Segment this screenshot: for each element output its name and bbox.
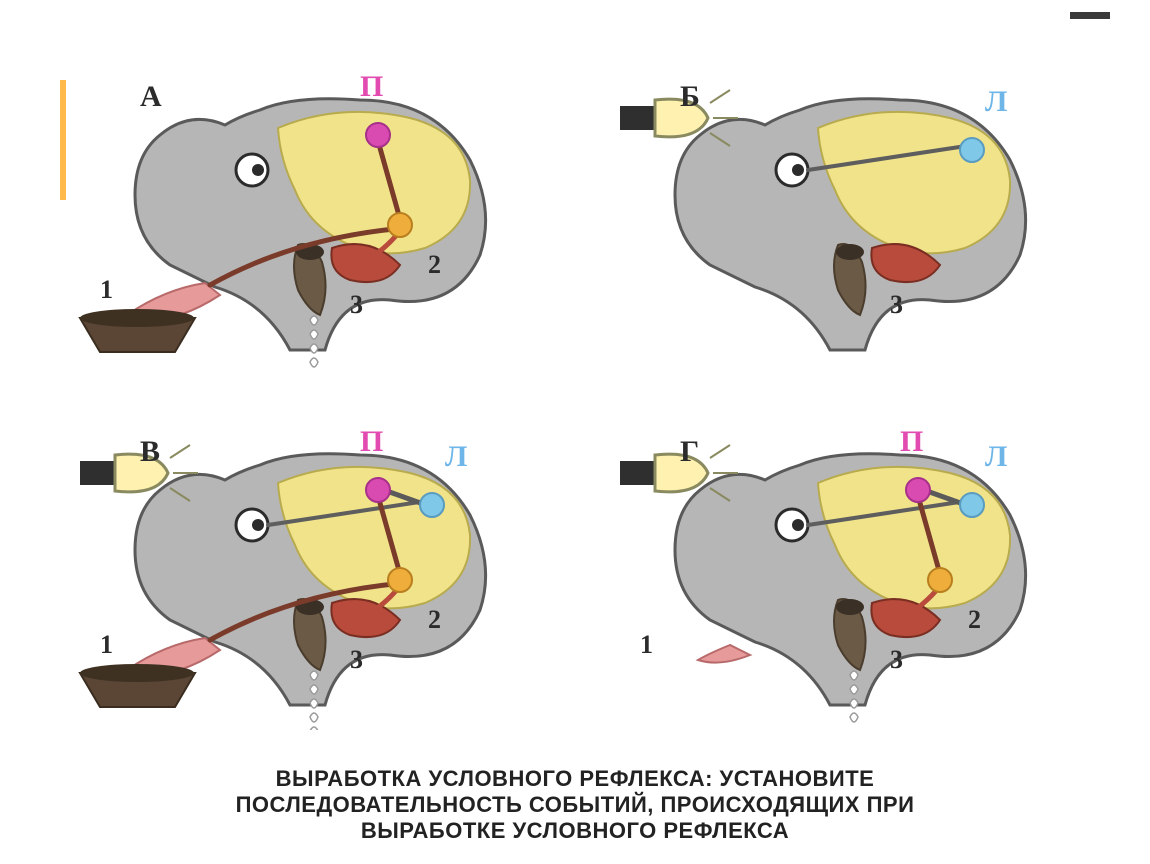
label: А: [140, 80, 162, 114]
label: 3: [350, 290, 363, 320]
label: 2: [428, 605, 441, 635]
label: П: [360, 70, 383, 104]
label: Л: [445, 440, 467, 474]
label: В: [140, 435, 160, 469]
label: 2: [428, 250, 441, 280]
label: 3: [890, 290, 903, 320]
label: 2: [968, 605, 981, 635]
label: Б: [680, 80, 700, 114]
label: 3: [890, 645, 903, 675]
panel-B: Б Л 3: [580, 40, 1110, 375]
caption-line1: ВЫРАБОТКА УСЛОВНОГО РЕФЛЕКСА: УСТАНОВИТЕ: [0, 766, 1150, 792]
top-dash: [1070, 12, 1110, 19]
label: 1: [100, 630, 113, 660]
label: П: [360, 425, 383, 459]
label: 3: [350, 645, 363, 675]
label: Л: [985, 440, 1007, 474]
label: 1: [640, 630, 653, 660]
label: П: [900, 425, 923, 459]
caption-line3: ВЫРАБОТКЕ УСЛОВНОГО РЕФЛЕКСА: [0, 818, 1150, 844]
label: 1: [100, 275, 113, 305]
panel-G: Г П Л 1 2 3: [580, 395, 1110, 730]
caption: ВЫРАБОТКА УСЛОВНОГО РЕФЛЕКСА: УСТАНОВИТЕ…: [0, 766, 1150, 844]
panel-A: А П 1 2 3: [40, 40, 570, 375]
label: Л: [985, 85, 1007, 119]
panel-V: В П Л 1 2 3: [40, 395, 570, 730]
caption-line2: ПОСЛЕДОВАТЕЛЬНОСТЬ СОБЫТИЙ, ПРОИСХОДЯЩИХ…: [0, 792, 1150, 818]
diagram-grid: А П 1 2 3 Б Л 3 В П Л 1 2 3 Г П Л 1 2 3: [40, 40, 1110, 730]
label: Г: [680, 435, 699, 469]
